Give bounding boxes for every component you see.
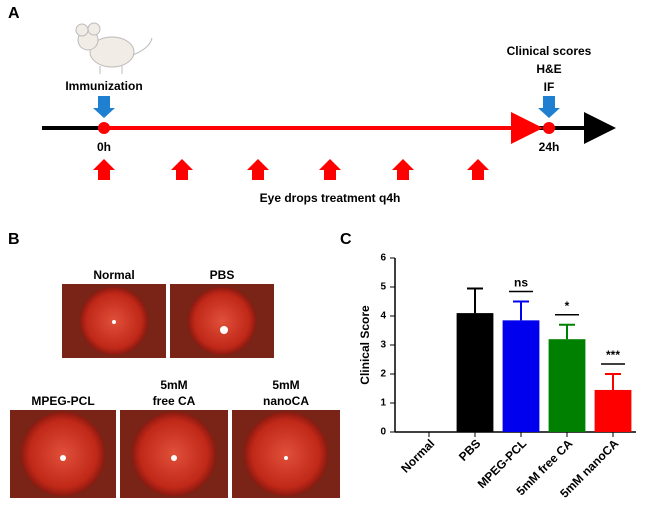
bar bbox=[548, 339, 586, 432]
dot bbox=[98, 122, 110, 134]
eye-images bbox=[10, 284, 340, 498]
image-label: 5mM bbox=[160, 378, 187, 392]
y-tick-label: 2 bbox=[380, 369, 386, 380]
bar bbox=[502, 320, 540, 432]
image-label: MPEG-PCL bbox=[31, 394, 94, 408]
time-label: 24h bbox=[539, 140, 560, 154]
error-bar bbox=[513, 300, 529, 321]
panel-letter: C bbox=[340, 231, 352, 248]
y-tick-label: 4 bbox=[380, 311, 386, 322]
significance-label: ns bbox=[514, 276, 528, 290]
y-tick-label: 3 bbox=[380, 340, 386, 351]
y-tick-label: 6 bbox=[380, 253, 386, 264]
blue-arrow bbox=[93, 96, 115, 118]
image-label: nanoCA bbox=[263, 394, 309, 408]
dot bbox=[543, 122, 555, 134]
error-bar bbox=[605, 373, 621, 390]
y-tick-label: 1 bbox=[380, 398, 386, 409]
end-label: H&E bbox=[536, 62, 561, 76]
end-label: IF bbox=[544, 80, 555, 94]
y-tick-label: 0 bbox=[380, 427, 386, 438]
x-tick-label: Normal bbox=[398, 436, 437, 475]
bar bbox=[594, 389, 632, 432]
x-tick-label: PBS bbox=[456, 436, 483, 463]
y-tick-label: 5 bbox=[380, 282, 386, 293]
panel-letter: B bbox=[8, 231, 20, 248]
image-label: PBS bbox=[210, 268, 235, 282]
y-axis-title: Clinical Score bbox=[358, 305, 372, 385]
error-bar bbox=[467, 287, 483, 314]
significance-label: *** bbox=[606, 348, 620, 362]
treatment-label: Eye drops treatment q4h bbox=[260, 191, 401, 205]
image-label: free CA bbox=[153, 394, 196, 408]
start-label: Immunization bbox=[65, 79, 142, 93]
time-label: 0h bbox=[97, 140, 111, 154]
bar bbox=[456, 313, 494, 432]
image-label: Normal bbox=[93, 268, 134, 282]
end-label: Clinical scores bbox=[507, 44, 592, 58]
dose-arrows bbox=[93, 159, 489, 180]
significance-label: * bbox=[565, 299, 570, 313]
blue-arrow bbox=[538, 96, 560, 118]
error-bar bbox=[559, 323, 575, 340]
panel-letter: A bbox=[8, 5, 20, 22]
image-label: 5mM bbox=[272, 378, 299, 392]
mouse-icon bbox=[75, 22, 153, 74]
